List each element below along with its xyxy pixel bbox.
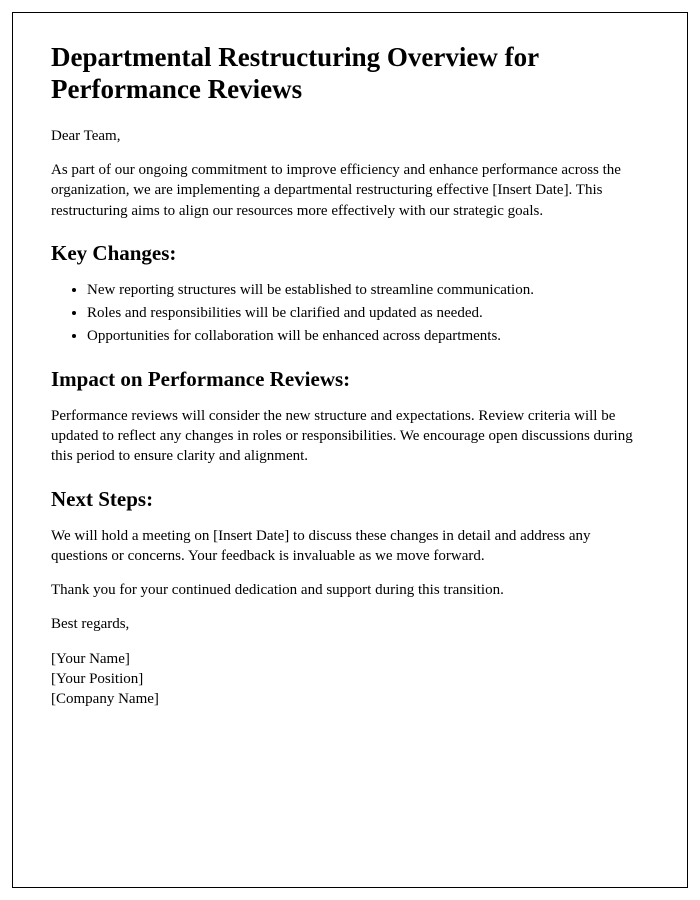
list-item: New reporting structures will be establi…: [87, 280, 649, 301]
key-changes-list: New reporting structures will be establi…: [87, 280, 649, 347]
key-changes-heading: Key Changes:: [51, 241, 649, 266]
signature-name: [Your Name]: [51, 649, 649, 669]
impact-body: Performance reviews will consider the ne…: [51, 406, 649, 467]
closing-thanks: Thank you for your continued dedication …: [51, 580, 649, 600]
signature-company: [Company Name]: [51, 689, 649, 709]
signature-position: [Your Position]: [51, 669, 649, 689]
salutation: Dear Team,: [51, 126, 649, 146]
document-title: Departmental Restructuring Overview for …: [51, 41, 649, 106]
next-steps-body: We will hold a meeting on [Insert Date] …: [51, 526, 649, 567]
list-item: Roles and responsibilities will be clari…: [87, 303, 649, 324]
signature-block: [Your Name] [Your Position] [Company Nam…: [51, 649, 649, 710]
next-steps-heading: Next Steps:: [51, 487, 649, 512]
intro-paragraph: As part of our ongoing commitment to imp…: [51, 160, 649, 221]
list-item: Opportunities for collaboration will be …: [87, 326, 649, 347]
impact-heading: Impact on Performance Reviews:: [51, 367, 649, 392]
signoff: Best regards,: [51, 614, 649, 634]
document-page: Departmental Restructuring Overview for …: [12, 12, 688, 888]
